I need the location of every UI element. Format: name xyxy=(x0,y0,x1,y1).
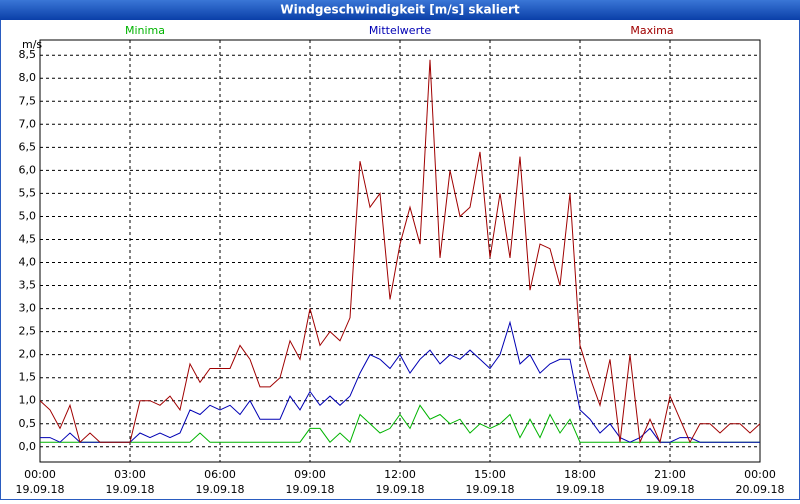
y-tick-label: 1,0 xyxy=(19,394,37,407)
x-tick-label: 09:00 xyxy=(294,468,326,481)
y-tick-label: 7,0 xyxy=(19,117,37,130)
y-tick-label: 5,5 xyxy=(19,186,37,199)
x-tick-label: 15:00 xyxy=(474,468,506,481)
x-tick-date: 19.09.18 xyxy=(466,483,515,496)
x-tick-label: 18:00 xyxy=(564,468,596,481)
unit-label: m/s xyxy=(22,38,42,51)
y-tick-label: 7,5 xyxy=(19,94,37,107)
title-bar xyxy=(0,0,800,20)
x-tick-label: 21:00 xyxy=(654,468,686,481)
y-tick-label: 8,0 xyxy=(19,71,37,84)
legend-label: Mittelwerte xyxy=(369,24,432,37)
x-tick-date: 19.09.18 xyxy=(286,483,335,496)
y-tick-label: 4,5 xyxy=(19,232,37,245)
series-line xyxy=(39,59,761,445)
x-tick-label: 03:00 xyxy=(114,468,146,481)
x-tick-date: 19.09.18 xyxy=(556,483,605,496)
y-tick-label: 1,5 xyxy=(19,371,37,384)
y-tick-label: 0,5 xyxy=(19,417,37,430)
window-title: Windgeschwindigkeit [m/s] skaliert xyxy=(280,3,520,17)
y-tick-label: 6,0 xyxy=(19,163,37,176)
y-tick-label: 4,0 xyxy=(19,256,37,269)
y-tick-label: 3,0 xyxy=(19,302,37,315)
series-line xyxy=(40,320,760,443)
x-tick-label: 06:00 xyxy=(204,468,236,481)
x-tick-date: 19.09.18 xyxy=(16,483,65,496)
y-tick-label: 8,5 xyxy=(19,48,37,61)
legend-label: Maxima xyxy=(630,24,673,37)
x-tick-date: 20.09.18 xyxy=(736,483,785,496)
y-tick-label: 5,0 xyxy=(19,209,37,222)
x-tick-date: 19.09.18 xyxy=(196,483,245,496)
y-tick-label: 2,5 xyxy=(19,325,37,338)
x-tick-label: 00:00 xyxy=(744,468,776,481)
x-tick-label: 00:00 xyxy=(24,468,56,481)
x-tick-date: 19.09.18 xyxy=(376,483,425,496)
y-tick-label: 0,0 xyxy=(19,440,37,453)
x-tick-date: 19.09.18 xyxy=(646,483,695,496)
y-tick-label: 6,5 xyxy=(19,140,37,153)
y-tick-label: 2,0 xyxy=(19,348,37,361)
x-tick-date: 19.09.18 xyxy=(106,483,155,496)
y-tick-label: 3,5 xyxy=(19,279,37,292)
x-tick-label: 12:00 xyxy=(384,468,416,481)
legend-label: Minima xyxy=(125,24,165,37)
